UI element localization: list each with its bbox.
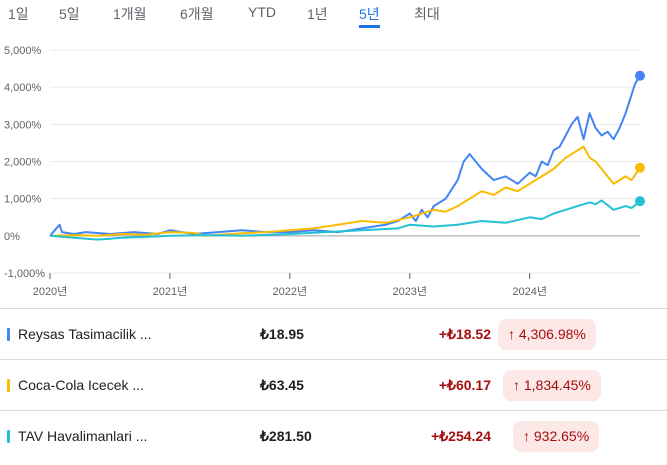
timeframe-tabs: 1일 5일 1개월 6개월 YTD 1년 5년 최대: [0, 0, 667, 32]
x-tick-label: 2023년: [392, 285, 427, 298]
stock-name: TAV Havalimanlari ...: [18, 428, 148, 444]
arrow-up-icon: ↑: [513, 377, 520, 393]
stock-change: +₺254.24: [431, 428, 491, 444]
tab-5-days[interactable]: 5일: [59, 6, 80, 22]
y-tick-label: 3,000%: [4, 119, 42, 131]
list-item[interactable]: Reysas Tasimacilik ... ₺18.95 +₺18.52 ↑ …: [0, 308, 667, 360]
tab-6-months[interactable]: 6개월: [180, 6, 214, 22]
percent-change-badge: ↑ 932.65%: [513, 421, 600, 452]
stock-name: Coca-Cola Icecek ...: [18, 377, 145, 393]
tab-1-year[interactable]: 1년: [307, 6, 328, 22]
stock-price: ₺63.45: [260, 377, 304, 393]
stock-change: +₺60.17: [438, 377, 491, 393]
stock-change: +₺18.52: [438, 326, 491, 342]
percent-change-badge: ↑ 4,306.98%: [498, 319, 596, 350]
series-line: [49, 75, 641, 237]
arrow-up-icon: ↑: [523, 428, 530, 444]
list-item[interactable]: TAV Havalimanlari ... ₺281.50 +₺254.24 ↑…: [0, 410, 667, 462]
tab-max[interactable]: 최대: [414, 6, 440, 22]
stock-price: ₺281.50: [260, 428, 312, 444]
x-tick-label: 2021년: [153, 285, 188, 298]
series-end-point: [635, 196, 645, 207]
y-tick-label: 2,000%: [4, 157, 42, 169]
percent-change-badge: ↑ 1,834.45%: [503, 370, 601, 401]
arrow-up-icon: ↑: [508, 326, 515, 342]
x-tick-label: 2022년: [273, 285, 308, 298]
tab-1-day[interactable]: 1일: [8, 6, 29, 22]
y-tick-label: -1,000%: [4, 268, 45, 280]
performance-chart[interactable]: 5,000% 4,000% 3,000% 2,000% 1,000% 0% -1,000% 2…: [0, 32, 667, 302]
tab-ytd[interactable]: YTD: [248, 4, 276, 20]
y-tick-label: 1,000%: [4, 194, 42, 206]
series-color-swatch: [7, 379, 10, 392]
y-tick-label: 5,000%: [4, 45, 42, 57]
y-tick-label: 0%: [4, 231, 20, 243]
series-end-point: [635, 162, 645, 173]
series-line: [49, 145, 641, 237]
stock-price: ₺18.95: [260, 326, 304, 342]
y-tick-label: 4,000%: [4, 82, 42, 94]
series-color-swatch: [7, 430, 10, 443]
tab-5-years[interactable]: 5년: [359, 4, 380, 28]
x-tick-label: 2020년: [33, 285, 68, 298]
series-end-point: [635, 70, 645, 81]
list-item[interactable]: Coca-Cola Icecek ... ₺63.45 +₺60.17 ↑ 1,…: [0, 359, 667, 411]
series-line: [49, 199, 641, 241]
x-tick-label: 2024년: [512, 285, 547, 298]
series-color-swatch: [7, 328, 10, 341]
tab-1-month[interactable]: 1개월: [113, 6, 147, 22]
stock-name: Reysas Tasimacilik ...: [18, 326, 152, 342]
